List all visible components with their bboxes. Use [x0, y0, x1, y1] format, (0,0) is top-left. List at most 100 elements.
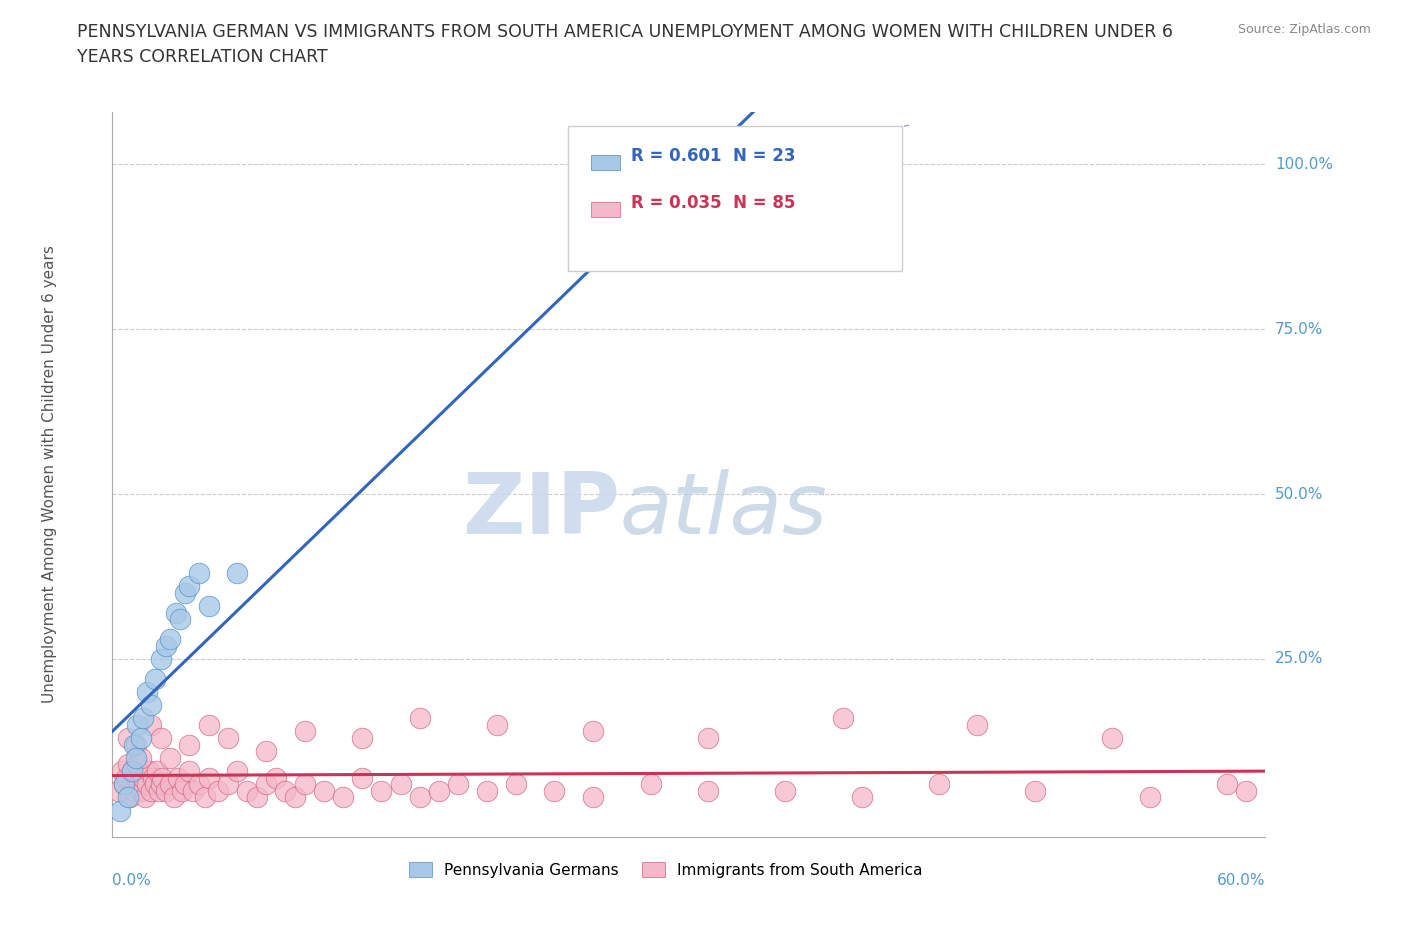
Point — [143, 671, 166, 686]
Point — [640, 777, 662, 791]
Text: 25.0%: 25.0% — [1275, 651, 1323, 667]
Point — [254, 744, 277, 759]
Point — [1216, 777, 1239, 791]
Point — [179, 764, 201, 778]
Point — [427, 783, 450, 798]
Point — [129, 783, 153, 798]
Point — [136, 684, 159, 699]
Text: 100.0%: 100.0% — [1275, 157, 1333, 172]
Point — [188, 777, 211, 791]
Point — [477, 783, 499, 798]
Point — [165, 605, 187, 620]
Point — [117, 790, 139, 804]
Point — [152, 770, 174, 785]
Point — [132, 711, 155, 725]
Point — [352, 731, 374, 746]
Point — [138, 764, 160, 778]
Point — [735, 157, 758, 172]
Point — [928, 777, 950, 791]
Point — [155, 638, 177, 653]
Point — [181, 783, 204, 798]
Point — [149, 652, 172, 667]
Point — [697, 783, 720, 798]
Text: 75.0%: 75.0% — [1275, 322, 1323, 337]
Point — [543, 783, 565, 798]
Point — [121, 777, 143, 791]
Point — [1101, 731, 1123, 746]
Point — [284, 790, 307, 804]
Point — [129, 751, 153, 765]
FancyBboxPatch shape — [591, 155, 620, 169]
Text: 0.0%: 0.0% — [112, 873, 152, 888]
Point — [139, 717, 162, 732]
Point — [124, 751, 146, 765]
Point — [197, 770, 219, 785]
Point — [179, 579, 201, 594]
Point — [207, 783, 229, 798]
Point — [1234, 783, 1257, 798]
Point — [127, 757, 149, 772]
Text: atlas: atlas — [620, 469, 828, 552]
Point — [118, 790, 141, 804]
Point — [697, 731, 720, 746]
Point — [352, 770, 374, 785]
Point — [132, 770, 155, 785]
Point — [197, 717, 219, 732]
Point — [409, 711, 432, 725]
Point — [139, 783, 162, 798]
Point — [115, 770, 138, 785]
Point — [121, 764, 143, 778]
Point — [124, 770, 146, 785]
Point — [155, 783, 177, 798]
Point — [159, 777, 181, 791]
Point — [148, 783, 170, 798]
Point — [332, 790, 354, 804]
Point — [112, 777, 135, 791]
Point — [274, 783, 297, 798]
Point — [773, 783, 796, 798]
Point — [112, 777, 135, 791]
Point — [166, 770, 188, 785]
Point — [139, 698, 162, 712]
Point — [226, 764, 249, 778]
Legend: Pennsylvania Germans, Immigrants from South America: Pennsylvania Germans, Immigrants from So… — [404, 856, 928, 884]
Point — [122, 783, 145, 798]
Text: ZIP: ZIP — [463, 469, 620, 552]
Point — [851, 790, 873, 804]
Point — [197, 599, 219, 614]
Point — [174, 586, 197, 601]
Point — [121, 764, 143, 778]
Point — [134, 790, 156, 804]
Point — [145, 764, 167, 778]
Point — [142, 770, 165, 785]
Point — [312, 783, 335, 798]
Point — [143, 777, 166, 791]
FancyBboxPatch shape — [591, 203, 620, 217]
Point — [117, 731, 139, 746]
Point — [294, 724, 316, 739]
Point — [149, 777, 172, 791]
Point — [107, 783, 129, 798]
Text: R = 0.035  N = 85: R = 0.035 N = 85 — [631, 194, 796, 212]
Point — [582, 790, 605, 804]
Point — [136, 777, 159, 791]
Point — [264, 770, 287, 785]
Text: 50.0%: 50.0% — [1275, 486, 1323, 501]
Point — [163, 790, 186, 804]
Point — [246, 790, 269, 804]
Point — [124, 737, 146, 752]
Point — [128, 777, 150, 791]
Point — [122, 737, 145, 752]
Text: Unemployment Among Women with Children Under 6 years: Unemployment Among Women with Children U… — [42, 246, 56, 703]
Point — [117, 757, 139, 772]
Point — [831, 711, 853, 725]
Text: R = 0.601  N = 23: R = 0.601 N = 23 — [631, 147, 796, 165]
Point — [294, 777, 316, 791]
Point — [485, 717, 508, 732]
Point — [108, 804, 131, 818]
Point — [179, 737, 201, 752]
Point — [1024, 783, 1046, 798]
Point — [254, 777, 277, 791]
Point — [127, 717, 149, 732]
Point — [149, 731, 172, 746]
